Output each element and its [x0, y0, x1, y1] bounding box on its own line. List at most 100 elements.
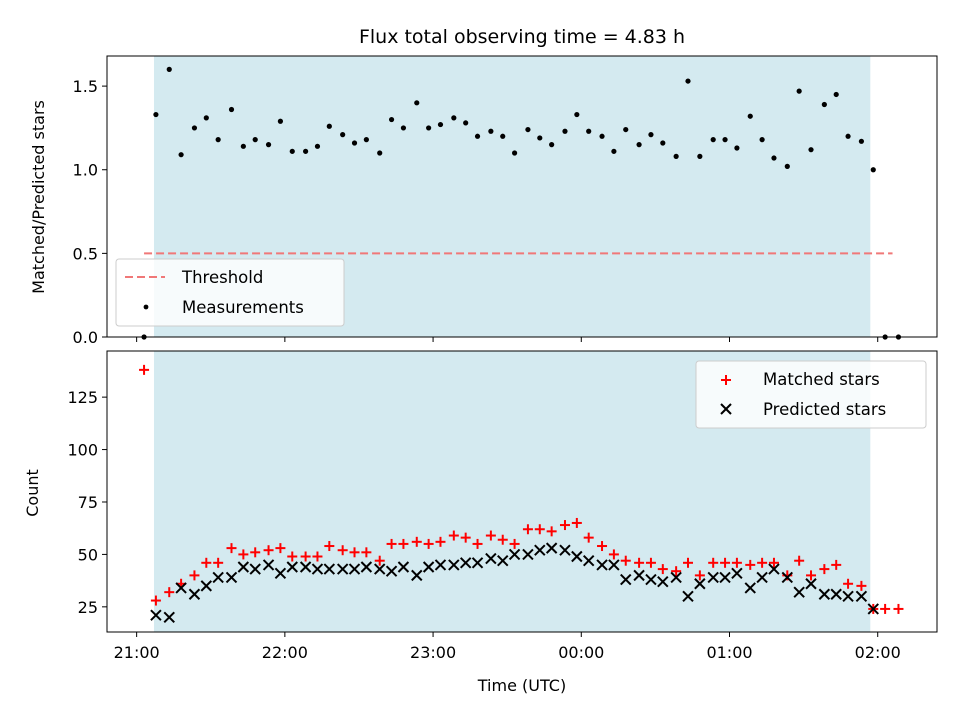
measurement-point [289, 148, 295, 154]
predicted-star-point-b [571, 550, 583, 563]
measurement-point [808, 147, 814, 153]
y-tick-label: 100 [67, 441, 98, 460]
matched-star-point [386, 538, 397, 549]
top-y-axis-label: Matched/Predicted stars [29, 100, 48, 294]
predicted-star-point-b [448, 559, 460, 571]
measurement-point [586, 128, 592, 134]
measurement-point [215, 137, 221, 143]
legend-predicted-label: Predicted stars [763, 400, 886, 419]
predicted-star-point-b [485, 552, 497, 565]
measurement-point [611, 148, 617, 154]
matched-star-point [597, 541, 608, 552]
predicted-star-point-b [249, 563, 261, 575]
predicted-star-point [645, 573, 657, 586]
predicted-star-point-b [262, 559, 275, 571]
predicted-star-point [459, 557, 472, 569]
legend-matched-swatch [721, 375, 731, 385]
predicted-star-point-b [459, 557, 472, 569]
x-axis-label: Time (UTC) [477, 676, 566, 695]
matched-star-point [620, 555, 631, 566]
top-plot-frame [106, 55, 938, 338]
matched-star-point [472, 538, 483, 549]
bottom-plot-frame [106, 350, 938, 633]
predicted-star-point-b [781, 571, 794, 584]
predicted-star-point-b [212, 571, 224, 584]
measurement-point [178, 152, 184, 158]
matched-star-point [831, 559, 842, 570]
matched-star-point [337, 545, 348, 556]
y-tick-label: 50 [78, 545, 98, 564]
predicted-star-point-b [508, 548, 521, 561]
measurement-point [437, 121, 444, 128]
predicted-star-point-b [719, 571, 731, 584]
predicted-star-point [225, 571, 238, 584]
predicted-star-point [522, 548, 534, 561]
matched-star-point [213, 557, 224, 568]
predicted-star-point [805, 578, 817, 590]
predicted-star-point [212, 571, 224, 584]
matched-star-point [768, 557, 779, 568]
predicted-star-point [830, 588, 842, 600]
measurement-point [277, 118, 284, 124]
y-tick-label: 0.5 [73, 244, 98, 263]
matched-star-point [559, 520, 570, 531]
matched-star-point [485, 530, 496, 541]
matched-star-point [448, 530, 459, 541]
predicted-star-point-b [744, 582, 756, 594]
predicted-star-point [385, 565, 398, 577]
predicted-star-point [781, 571, 794, 584]
measurement-point [747, 113, 753, 119]
predicted-star-point [534, 544, 546, 556]
predicted-star-point-b [620, 573, 632, 586]
measurement-point [166, 66, 172, 72]
predicted-star-point-b [274, 567, 287, 579]
legend-matched-label: Matched stars [763, 370, 880, 389]
predicted-star-point-b [756, 571, 768, 584]
measurement-point [388, 116, 395, 123]
predicted-star-point-b [657, 575, 669, 588]
matched-star-point [275, 543, 286, 554]
matched-star-point [819, 564, 830, 575]
predicted-star-point-b [522, 548, 534, 561]
measurement-point [240, 143, 246, 149]
matched-star-point [745, 559, 756, 570]
predicted-star-point-b [731, 567, 743, 579]
matched-star-point [150, 595, 161, 606]
matched-star-point [263, 545, 274, 556]
measurement-point [623, 126, 629, 133]
predicted-star-point-b [645, 573, 657, 586]
predicted-star-point [374, 563, 386, 575]
bottom-panel: 25 50 75 100 125 21:00 22:00 23:00 00:00 01:00 02:… [23, 350, 938, 695]
measurement-point [784, 163, 790, 169]
predicted-star-point-b [299, 561, 312, 573]
predicted-star-point-b [200, 580, 213, 592]
measurement-point [414, 100, 420, 106]
measurement-point [845, 133, 851, 139]
predicted-star-point [497, 554, 509, 567]
matched-star-point [806, 570, 817, 581]
predicted-star-point [670, 571, 682, 584]
matched-star-point [657, 564, 668, 575]
matched-star-point [374, 555, 385, 566]
predicted-star-point [397, 561, 410, 573]
measurement-point [796, 88, 802, 94]
predicted-star-point [842, 590, 854, 603]
measurement-point [474, 133, 481, 139]
measurement-point [488, 128, 494, 134]
measurement-point [252, 137, 258, 143]
legend-measurements-swatch [143, 304, 149, 310]
predicted-star-point [559, 544, 571, 556]
predicted-star-point [545, 542, 558, 554]
predicted-star-point-b [855, 590, 868, 603]
matched-star-point [634, 557, 645, 568]
predicted-star-point-b [670, 571, 682, 584]
legend-measurements-label: Measurements [182, 298, 304, 317]
predicted-star-point [596, 559, 608, 571]
matched-star-point [312, 551, 323, 562]
y-tick-label: 75 [78, 493, 98, 512]
predicted-star-point [867, 603, 879, 615]
predicted-star-point [608, 559, 620, 571]
matched-star-point [534, 524, 545, 535]
legend-threshold-label: Threshold [181, 268, 263, 287]
predicted-star-point-b [175, 582, 187, 594]
